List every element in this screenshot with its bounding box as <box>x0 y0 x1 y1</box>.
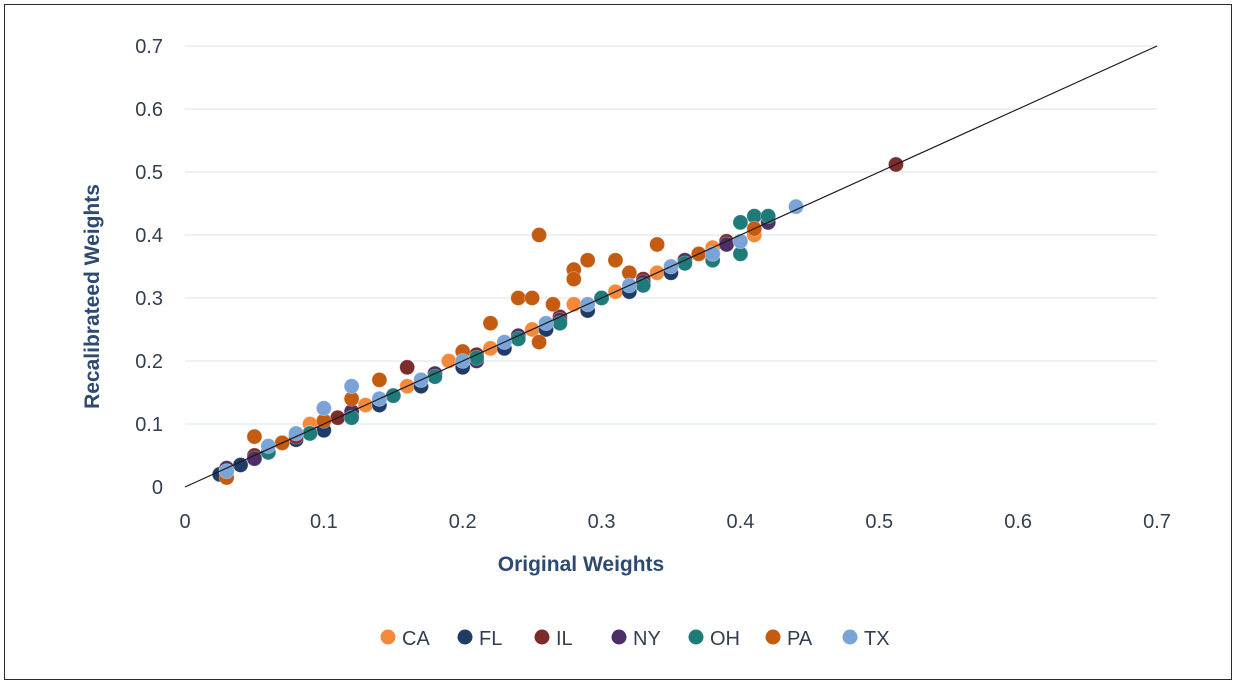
data-point <box>565 271 582 288</box>
y-tick-label: 0.7 <box>135 36 163 58</box>
legend-label: FL <box>479 628 502 650</box>
legend-label: TX <box>864 628 890 650</box>
legend-item-il: IL <box>534 628 573 650</box>
legend-item-pa: PA <box>765 628 813 650</box>
y-axis-title: Recalibrateed Weights <box>81 184 104 409</box>
x-tick-label: 0.5 <box>865 511 893 533</box>
y-tick-label: 0.2 <box>135 351 163 373</box>
x-tick-label: 0.4 <box>727 511 755 533</box>
gridlines <box>185 45 1157 425</box>
data-point <box>565 296 582 313</box>
data-point <box>760 208 777 225</box>
y-tick-label: 0.4 <box>135 225 163 247</box>
legend-marker <box>534 629 550 645</box>
data-points <box>211 156 904 486</box>
legend-item-fl: FL <box>457 628 502 650</box>
x-tick-label: 0.1 <box>310 511 338 533</box>
legend-marker <box>688 629 704 645</box>
legend-label: PA <box>787 628 813 650</box>
data-point <box>524 290 541 306</box>
data-point <box>343 378 360 395</box>
legend: CA FL IL NY OH PA TX <box>380 628 890 650</box>
x-tick-label: 0 <box>179 511 190 533</box>
y-axis-ticks: 0 0.1 0.2 0.3 0.4 0.5 0.6 0.7 <box>135 36 163 499</box>
x-tick-label: 0.7 <box>1143 511 1171 533</box>
legend-item-ca: CA <box>380 628 430 650</box>
legend-item-tx: TX <box>842 628 890 650</box>
data-point <box>552 315 568 332</box>
data-point <box>371 371 388 388</box>
data-point <box>579 252 596 269</box>
data-point <box>732 233 749 250</box>
data-point <box>635 277 652 294</box>
data-point <box>510 290 527 306</box>
legend-item-ny: NY <box>611 628 661 650</box>
x-tick-label: 0.6 <box>1004 511 1032 533</box>
series-pa <box>218 220 763 486</box>
x-tick-label: 0.3 <box>588 511 616 533</box>
legend-marker <box>457 629 473 645</box>
legend-label: CA <box>402 628 430 650</box>
legend-marker <box>611 629 627 645</box>
reference-line <box>184 45 1158 488</box>
data-point <box>440 353 457 369</box>
legend-label: NY <box>633 628 661 650</box>
x-axis-title: Original Weights <box>498 553 664 576</box>
legend-marker <box>380 629 396 645</box>
data-point <box>246 428 263 445</box>
data-point <box>531 227 547 243</box>
x-axis-ticks: 0 0.1 0.2 0.3 0.4 0.5 0.6 0.7 <box>179 511 1170 533</box>
data-point <box>399 359 416 376</box>
y-tick-label: 0 <box>152 477 163 499</box>
chart-frame: 0 0.1 0.2 0.3 0.4 0.5 0.6 0.7 0 0.1 0.2 0.3 0.4 0.5 0… <box>4 4 1232 680</box>
legend-item-oh: OH <box>688 628 740 650</box>
y-tick-label: 0.1 <box>135 414 163 436</box>
data-point <box>531 334 547 351</box>
data-point <box>315 400 332 417</box>
legend-label: OH <box>710 628 740 650</box>
x-tick-label: 0.2 <box>449 511 477 533</box>
data-point <box>649 236 666 253</box>
y-tick-label: 0.3 <box>135 288 163 310</box>
data-point <box>732 214 749 231</box>
data-point <box>704 245 721 262</box>
legend-marker <box>842 629 858 645</box>
scatter-chart: 00.10.20.30.40.50.60.7 0 0.1 0.2 0.3 0.4 0.5 0… <box>81 36 1171 650</box>
legend-marker <box>765 629 781 645</box>
y-tick-label: 0.6 <box>135 99 163 121</box>
data-point <box>607 252 624 269</box>
y-tick-label: 0.5 <box>135 162 163 184</box>
data-point <box>545 296 561 313</box>
data-point <box>482 315 499 332</box>
data-point <box>343 409 360 426</box>
legend-label: IL <box>556 628 573 650</box>
